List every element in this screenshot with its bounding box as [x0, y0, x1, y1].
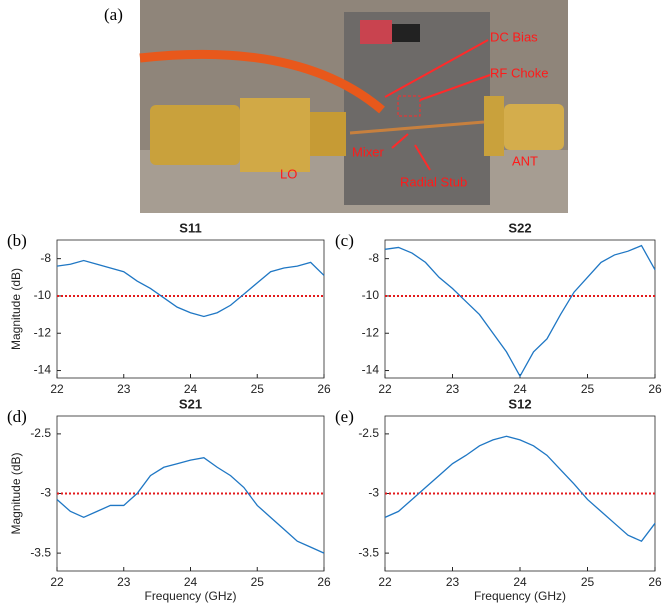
x-axis-label: Frequency (GHz): [144, 589, 236, 603]
x-tick-label: 23: [446, 382, 460, 396]
x-tick-label: 22: [378, 382, 392, 396]
series-line: [56, 457, 325, 554]
x-tick-label: 22: [50, 575, 64, 589]
pointer: [384, 39, 489, 98]
panel-label: (d): [7, 407, 27, 426]
series-line: [384, 244, 656, 378]
x-tick-label: 23: [117, 382, 131, 396]
sma-connector: [504, 104, 564, 150]
plot-area: [56, 239, 325, 379]
y-tick-label: -3.5: [30, 545, 51, 559]
y-tick-label: -3.5: [358, 545, 379, 559]
cable: [139, 49, 385, 114]
pointer: [391, 133, 409, 149]
x-tick-label: 25: [581, 575, 595, 589]
chart-title: S21: [179, 396, 202, 411]
x-tick-label: 26: [648, 382, 662, 396]
x-tick-label: 24: [513, 382, 527, 396]
series-line: [384, 435, 656, 542]
x-tick-label: 26: [317, 575, 331, 589]
pcb: [344, 12, 490, 205]
photo: (a) DC Bias RF Choke Mixer Radial Stub L…: [104, 0, 568, 213]
header-pin: [360, 20, 392, 44]
photo-label: ANT: [512, 153, 538, 168]
y-tick-label: -14: [34, 363, 52, 377]
photo-label: DC Bias: [490, 29, 538, 44]
chart-title: S11: [179, 220, 201, 235]
panel-label: (a): [104, 5, 123, 24]
y-axis-label: Magnitude (dB): [9, 452, 23, 534]
x-tick-label: 24: [184, 382, 198, 396]
panel-label: (e): [335, 407, 354, 426]
y-tick-label: -12: [362, 325, 380, 339]
y-tick-label: -3: [368, 486, 379, 500]
header-pin: [392, 24, 420, 42]
y-tick-label: -8: [368, 251, 379, 265]
x-tick-label: 24: [184, 575, 198, 589]
series-line: [56, 259, 325, 318]
y-tick-label: -10: [362, 288, 380, 302]
sma-connector: [240, 98, 310, 172]
y-tick-label: -10: [34, 288, 52, 302]
y-tick-label: -2.5: [358, 426, 379, 440]
pointer: [414, 144, 431, 171]
x-tick-label: 23: [446, 575, 460, 589]
y-tick-label: -8: [40, 251, 51, 265]
x-tick-label: 25: [251, 575, 265, 589]
trace: [349, 120, 485, 135]
x-tick-label: 26: [317, 382, 331, 396]
x-tick-label: 26: [648, 575, 662, 589]
pointer: [419, 74, 491, 101]
photo-label: LO: [280, 166, 297, 181]
photo-label: RF Choke: [490, 65, 549, 80]
y-tick-label: -2.5: [30, 426, 51, 440]
photo-label: Radial Stub: [400, 174, 467, 189]
highlight-box: [397, 95, 421, 117]
x-axis-label: Frequency (GHz): [474, 589, 566, 603]
x-tick-label: 25: [251, 382, 265, 396]
chart-title: S12: [508, 396, 531, 411]
y-tick-label: -3: [40, 486, 51, 500]
panel-label: (b): [7, 231, 27, 250]
y-axis-label: Magnitude (dB): [9, 268, 23, 350]
sma-connector: [150, 105, 240, 165]
x-tick-label: 25: [581, 382, 595, 396]
y-tick-label: -12: [34, 325, 52, 339]
x-tick-label: 22: [378, 575, 392, 589]
x-tick-label: 23: [117, 575, 131, 589]
chart-title: S22: [508, 220, 531, 235]
y-tick-label: -14: [362, 363, 380, 377]
photo-label: Mixer: [352, 144, 384, 159]
sma-connector: [484, 96, 504, 156]
x-tick-label: 22: [50, 382, 64, 396]
plot-area: [384, 239, 656, 379]
panel-label: (c): [335, 231, 354, 250]
x-tick-label: 24: [513, 575, 527, 589]
sma-connector: [310, 112, 346, 156]
